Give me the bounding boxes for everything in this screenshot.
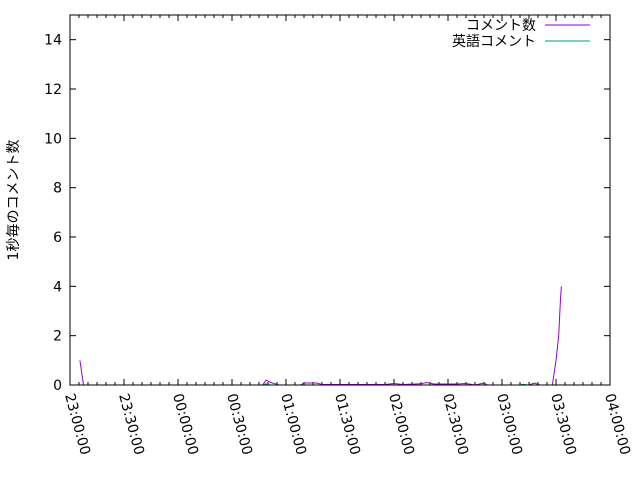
y-tick-label: 10 [44, 131, 62, 147]
x-tick-label: 23:00:00 [61, 392, 93, 457]
legend-label: 英語コメント [452, 33, 536, 50]
x-tick-label: 00:30:00 [223, 392, 255, 457]
y-tick-label: 8 [53, 181, 62, 197]
x-tick-label: 03:30:00 [547, 392, 579, 457]
x-tick-label: 03:00:00 [493, 392, 525, 457]
x-tick-label: 02:30:00 [439, 392, 471, 457]
x-tick-label: 04:00:00 [601, 392, 633, 457]
x-tick-label: 00:00:00 [169, 392, 201, 457]
x-tick-label: 01:00:00 [277, 392, 309, 457]
y-tick-label: 2 [53, 329, 62, 345]
series-line [79, 286, 562, 386]
series-group [70, 286, 562, 386]
y-axis-label: 1秒毎のコメント数 [6, 140, 22, 261]
y-tick-label: 12 [44, 82, 62, 98]
x-tick-label: 23:30:00 [115, 392, 147, 457]
y-tick-label: 0 [53, 378, 62, 394]
y-tick-label: 14 [44, 33, 62, 49]
plot-frame [69, 14, 611, 386]
y-tick-label: 6 [53, 230, 62, 246]
x-tick-label: 02:00:00 [385, 392, 417, 457]
legend-label: コメント数 [466, 18, 536, 34]
y-tick-label: 4 [53, 279, 62, 295]
axes: 0 2 4 6 8 10 12 14 23:00:00 23:30:00 00:00:00 00:30… [44, 15, 633, 457]
x-tick-label: 01:30:00 [331, 392, 363, 457]
